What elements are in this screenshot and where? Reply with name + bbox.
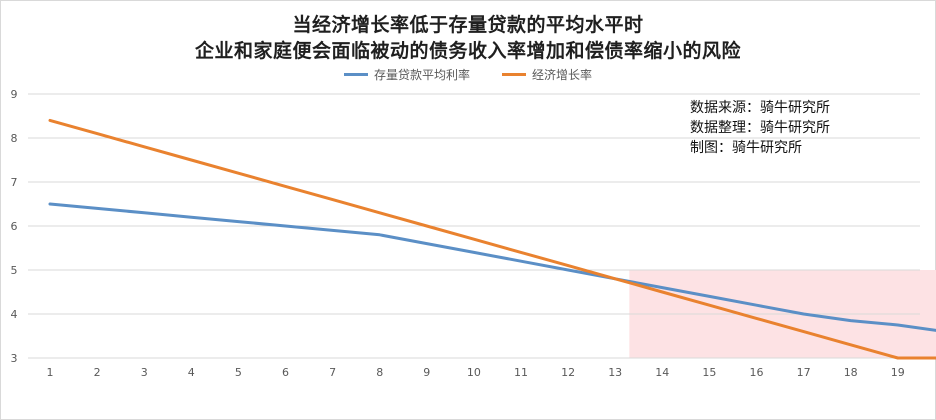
x-tick-label: 19 <box>891 366 905 379</box>
y-tick-label: 7 <box>11 176 18 189</box>
y-tick-label: 8 <box>11 132 18 145</box>
source-line-chart-maker: 制图：骑牛研究所 <box>690 140 802 156</box>
legend-swatch-loan-rate <box>343 72 368 76</box>
x-tick-label: 7 <box>329 366 336 379</box>
x-tick-label: 15 <box>702 366 716 379</box>
x-tick-label: 10 <box>467 366 481 379</box>
x-tick-label: 8 <box>376 366 383 379</box>
x-tick-label: 11 <box>514 366 528 379</box>
series-line-growth-rate <box>48 118 936 360</box>
legend-item-loan-rate: 存量贷款平均利率 <box>343 66 470 83</box>
legend-label-growth-rate: 经济增长率 <box>532 67 593 82</box>
chart-title-line-1: 当经济增长率低于存量贷款的平均水平时 <box>292 14 644 36</box>
x-tick-label: 3 <box>141 366 148 379</box>
x-tick-label: 2 <box>94 366 101 379</box>
legend-swatch-growth-rate <box>502 72 526 76</box>
y-tick-label: 9 <box>11 88 18 101</box>
chart-legend: 存量贷款平均利率 经济增长率 <box>0 64 936 84</box>
x-tick-label: 14 <box>655 366 669 379</box>
legend-label-loan-rate: 存量贷款平均利率 <box>373 67 470 82</box>
x-tick-label: 12 <box>561 366 575 379</box>
x-tick-label: 6 <box>282 366 289 379</box>
x-tick-label: 9 <box>423 366 430 379</box>
x-tick-label: 18 <box>844 366 858 379</box>
x-tick-label: 17 <box>797 366 811 379</box>
y-tick-label: 3 <box>11 352 18 365</box>
series-line-loan-rate <box>48 202 936 332</box>
x-tick-label: 5 <box>235 366 242 379</box>
y-tick-label: 5 <box>11 264 18 277</box>
source-annotation: 数据来源：骑牛研究所 数据整理：骑牛研究所 制图：骑牛研究所 <box>690 98 830 158</box>
source-line-data-organizer: 数据整理：骑牛研究所 <box>690 120 830 136</box>
y-tick-label: 6 <box>11 220 18 233</box>
x-tick-label: 1 <box>47 366 54 379</box>
x-tick-label: 13 <box>608 366 622 379</box>
chart-title-line-2: 企业和家庭便会面临被动的债务收入率增加和偿债率缩小的风险 <box>194 40 741 62</box>
source-line-data-source: 数据来源：骑牛研究所 <box>690 100 830 116</box>
x-tick-label: 4 <box>188 366 195 379</box>
legend-item-growth-rate: 经济增长率 <box>502 66 592 83</box>
y-tick-label: 4 <box>11 308 18 321</box>
x-tick-label: 16 <box>750 366 764 379</box>
